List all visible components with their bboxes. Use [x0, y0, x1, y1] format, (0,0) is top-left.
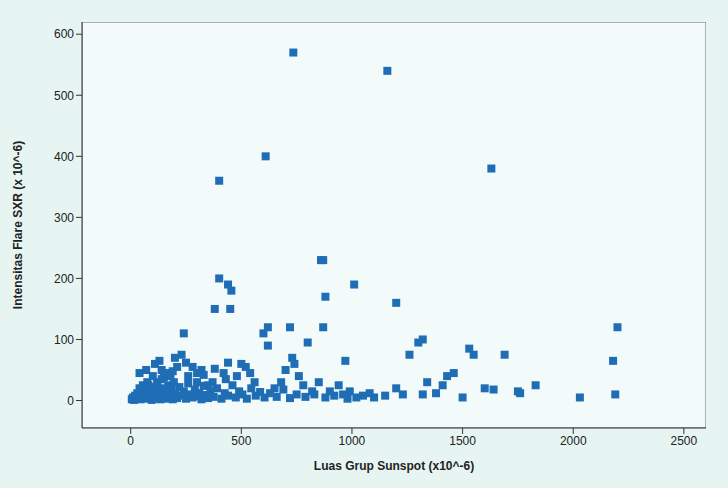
svg-text:1000: 1000	[339, 434, 366, 448]
svg-text:200: 200	[54, 272, 74, 286]
svg-text:Luas Grup Sunspot (x10^-6): Luas Grup Sunspot (x10^-6)	[314, 459, 474, 473]
svg-text:0: 0	[67, 394, 74, 408]
svg-text:600: 600	[54, 27, 74, 41]
svg-text:Intensitas Flare SXR (x 10^-6): Intensitas Flare SXR (x 10^-6)	[11, 141, 25, 309]
svg-text:0: 0	[127, 434, 134, 448]
svg-text:100: 100	[54, 333, 74, 347]
svg-text:2000: 2000	[560, 434, 587, 448]
svg-text:400: 400	[54, 150, 74, 164]
svg-text:300: 300	[54, 211, 74, 225]
svg-text:500: 500	[54, 89, 74, 103]
svg-text:500: 500	[231, 434, 251, 448]
svg-text:1500: 1500	[449, 434, 476, 448]
svg-text:2500: 2500	[671, 434, 698, 448]
